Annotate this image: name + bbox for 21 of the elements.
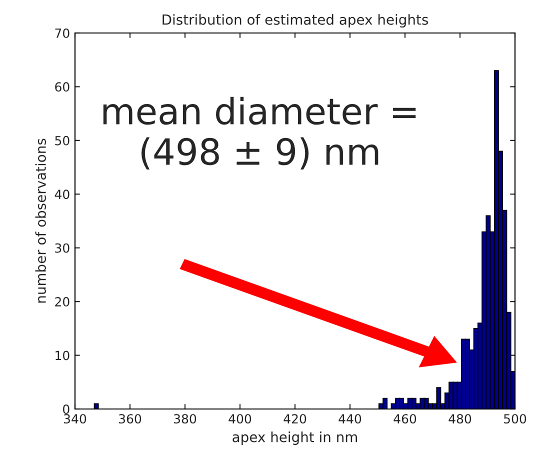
x-tick-label: 460: [394, 414, 416, 424]
y-tick-label: 10: [56, 350, 70, 360]
x-axis-title: apex height in nm: [232, 432, 357, 445]
y-tick-label: 50: [55, 136, 70, 146]
x-tick-label: 440: [338, 414, 362, 424]
y-tick-label: 60: [55, 82, 70, 92]
x-tick-label: 480: [448, 414, 472, 424]
y-tick-label: 40: [54, 190, 70, 200]
annotation: mean diameter = (498 ± 9) nm: [103, 96, 416, 170]
x-tick-label: 500: [504, 414, 526, 424]
y-tick-label: 30: [55, 243, 70, 253]
x-tick-label: 400: [228, 414, 252, 424]
x-tick-label: 380: [174, 414, 196, 424]
y-axis-title: number of observations: [35, 138, 46, 303]
x-tick-label: 360: [119, 414, 142, 424]
y-tick-label: 20: [55, 297, 70, 306]
chart-title: Distribution of estimated apex heights: [162, 14, 428, 28]
y-tick-label: 0: [63, 404, 70, 414]
x-tick-label: 420: [284, 414, 306, 424]
x-tick-label: 340: [64, 414, 86, 424]
y-tick-label: 70: [55, 28, 70, 38]
